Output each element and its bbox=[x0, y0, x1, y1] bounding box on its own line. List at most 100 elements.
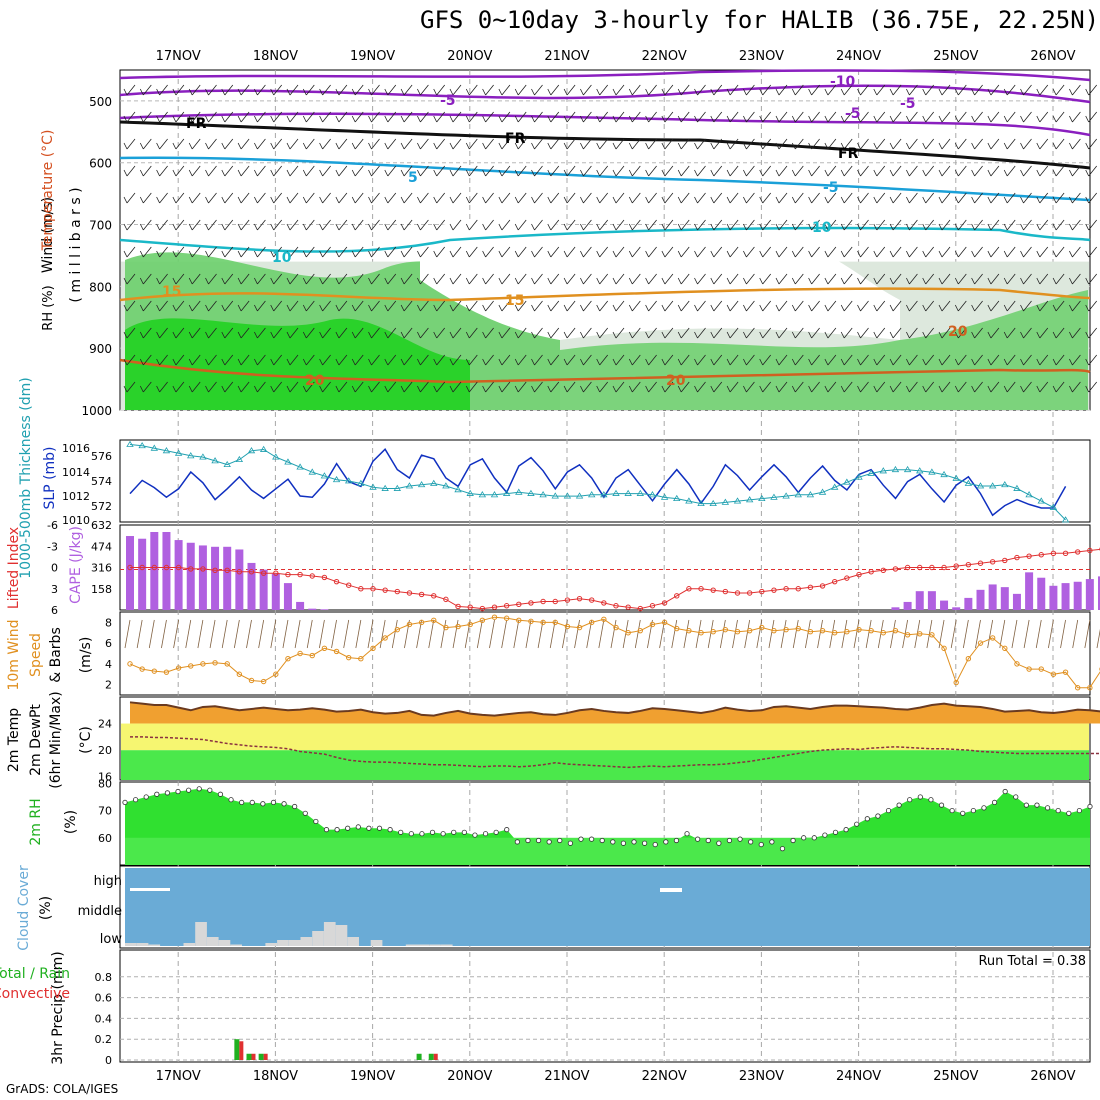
rh2m-point bbox=[323, 827, 330, 833]
thickness-point bbox=[940, 470, 948, 478]
wind10m-barb bbox=[950, 619, 957, 649]
wind-barb bbox=[514, 354, 527, 366]
wind-barb bbox=[563, 219, 576, 231]
wind-barb bbox=[922, 273, 935, 285]
wind-barb bbox=[302, 192, 315, 204]
cape-bar bbox=[1025, 572, 1034, 610]
wind-barb bbox=[351, 273, 364, 285]
wind-barb bbox=[482, 165, 494, 177]
wind-barb bbox=[824, 84, 837, 96]
wind-barb bbox=[319, 246, 331, 258]
wind-barb bbox=[1020, 165, 1032, 177]
date-label-bottom: 20NOV bbox=[447, 1069, 492, 1084]
wind-barb bbox=[710, 246, 723, 258]
wind-barb bbox=[971, 84, 983, 96]
rh2m-point bbox=[801, 835, 807, 841]
cloud-low-bar bbox=[195, 922, 207, 946]
wind-barb bbox=[1003, 381, 1016, 393]
lifted-index-point bbox=[771, 587, 777, 593]
wind-barb bbox=[172, 327, 185, 339]
wind-barb bbox=[384, 300, 397, 312]
wind-barb bbox=[987, 138, 1000, 150]
wind-barb bbox=[661, 354, 674, 366]
wind10m-axis-title-3: & Barbs bbox=[48, 627, 64, 683]
wind-barb bbox=[710, 165, 723, 177]
wind-barb bbox=[514, 273, 527, 285]
wind-barb bbox=[286, 111, 299, 123]
wind-barb bbox=[563, 246, 576, 258]
wind-barb bbox=[694, 138, 706, 150]
lifted-index-point bbox=[722, 588, 729, 595]
wind-barb bbox=[938, 273, 951, 285]
wind-barb bbox=[1036, 165, 1049, 177]
wind-barb bbox=[547, 327, 560, 339]
wind10m-point bbox=[333, 648, 340, 655]
lifted-index-point bbox=[661, 600, 668, 606]
cape-bar bbox=[235, 549, 244, 610]
slp-line bbox=[129, 447, 1067, 517]
wind10m-barb bbox=[440, 619, 447, 649]
wind-barb bbox=[531, 273, 543, 285]
wind-barb bbox=[482, 138, 494, 150]
wind10m-point bbox=[443, 624, 449, 631]
cape-bar bbox=[283, 583, 292, 610]
thickness-point bbox=[952, 474, 960, 481]
wind-barb bbox=[514, 300, 527, 312]
lifted-index-line bbox=[130, 548, 1100, 610]
wind-barb bbox=[661, 381, 674, 393]
wind-barb bbox=[694, 165, 706, 177]
wind-barb bbox=[254, 84, 266, 96]
wind-barb bbox=[433, 300, 446, 312]
wind-barb bbox=[759, 84, 772, 96]
wind-barb bbox=[319, 327, 331, 339]
thickness-point bbox=[855, 473, 863, 480]
wind-barb bbox=[661, 138, 674, 150]
wind-barb bbox=[922, 246, 935, 258]
wind-barb bbox=[172, 219, 185, 231]
rh2m-point bbox=[843, 827, 849, 833]
wind-barb bbox=[286, 300, 299, 312]
wind10m-barb bbox=[890, 619, 896, 649]
contour-label: 15 bbox=[505, 293, 524, 309]
wind-barb bbox=[205, 273, 217, 285]
wind-barb bbox=[400, 165, 413, 177]
date-label-bottom: 19NOV bbox=[350, 1069, 395, 1084]
wind-barb bbox=[922, 300, 935, 312]
wind10m-point bbox=[1050, 671, 1057, 677]
wind-barb bbox=[612, 300, 625, 312]
wind-barb bbox=[1085, 300, 1098, 312]
wind10m-point bbox=[710, 629, 716, 635]
thickness-point bbox=[320, 472, 329, 479]
lifted-index-point bbox=[248, 569, 255, 575]
wind-barb bbox=[302, 111, 315, 123]
wind-barb bbox=[661, 246, 674, 258]
date-label-top: 25NOV bbox=[933, 49, 978, 64]
wind-barb bbox=[596, 300, 609, 312]
wind-barb bbox=[1020, 381, 1032, 393]
temp2m-units: (°C) bbox=[78, 726, 94, 754]
wind-barb bbox=[580, 300, 592, 312]
lifted-index-point bbox=[443, 596, 449, 603]
wind-barb bbox=[433, 111, 446, 123]
wind-barb bbox=[938, 111, 951, 123]
wind-barb bbox=[319, 111, 331, 123]
wind-barb bbox=[547, 354, 560, 366]
wind10m-barb bbox=[513, 619, 520, 649]
wind10m-point bbox=[965, 655, 972, 662]
wind-barb bbox=[906, 111, 918, 123]
wind10m-point bbox=[601, 616, 607, 622]
wind-barb bbox=[938, 300, 951, 312]
wind-barb bbox=[531, 219, 543, 231]
cloud-low-bar bbox=[125, 943, 137, 946]
wind-barb bbox=[417, 165, 429, 177]
wind-barb bbox=[384, 111, 397, 123]
wind-barb bbox=[840, 84, 853, 96]
wind-barb bbox=[123, 165, 136, 177]
cape-bar bbox=[1049, 585, 1058, 610]
precip-conv-legend: Convective bbox=[0, 986, 70, 1002]
wind-barb bbox=[954, 84, 967, 96]
lifted-index-point bbox=[1062, 550, 1069, 557]
cloud-units: (%) bbox=[38, 896, 54, 920]
cloud-low-bar bbox=[405, 944, 418, 946]
lifted-index-point bbox=[418, 591, 425, 598]
